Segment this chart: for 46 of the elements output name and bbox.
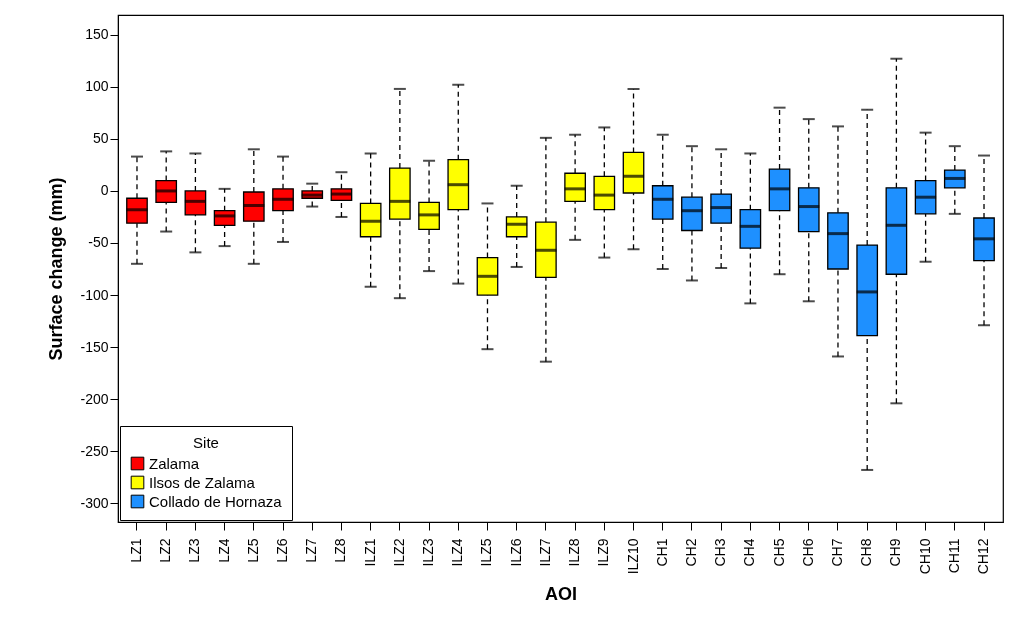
y-tick-label: -50 [88,234,109,251]
x-tick-label: ILZ10 [624,538,641,575]
x-tick-label: CH8 [858,538,875,567]
x-tick-label: LZ1 [127,538,144,563]
x-tick-label: CH3 [712,538,729,567]
x-axis-title: AOI [544,584,578,605]
x-tick-label: CH11 [945,538,962,574]
x-tick-label: LZ8 [332,538,349,563]
x-tick-label: CH9 [887,538,904,567]
x-tick-label: CH5 [770,538,787,567]
x-tick-label: ILZ6 [507,538,524,567]
y-axis-title: Surface change (mm) [46,177,67,361]
x-tick-label: CH1 [653,538,670,567]
x-tick-label: ILZ4 [449,538,466,567]
x-tick-label: ILZ3 [420,538,437,567]
x-tick-label: ILZ5 [478,538,495,567]
y-tick-label: -300 [80,494,109,511]
x-tick-label: LZ6 [274,538,291,563]
x-tick-label: LZ5 [244,538,261,563]
x-tick-label: CH7 [828,538,845,567]
legend-label: Zalama [149,454,200,472]
y-tick-label: -250 [80,442,109,459]
x-tick-label: CH6 [799,538,816,567]
legend-title: Site [193,434,219,451]
x-tick-label: LZ2 [157,538,174,563]
y-tick-label: 100 [85,78,109,95]
y-tick-label: 150 [85,26,109,43]
x-tick-label: LZ3 [186,538,203,563]
x-tick-label: ILZ9 [595,538,612,567]
y-tick-label: 50 [92,130,109,147]
y-tick-label: -200 [80,390,109,407]
x-tick-label: LZ4 [215,538,232,563]
y-tick-label: -100 [80,286,109,303]
x-tick-label: ILZ8 [566,538,583,567]
legend-label: Collado de Hornaza [149,492,283,510]
y-tick-label: 0 [100,182,109,199]
y-tick-label: -150 [80,338,109,355]
x-tick-label: CH4 [741,538,758,567]
x-tick-label: CH2 [682,538,699,567]
x-tick-label: ILZ7 [536,538,553,567]
x-tick-label: ILZ2 [390,538,407,567]
x-tick-label: LZ7 [303,538,320,563]
x-tick-label: ILZ1 [361,538,378,567]
legend-label: Ilsos de Zalama [149,473,256,491]
x-tick-label: CH10 [916,538,933,575]
x-tick-label: CH12 [975,538,992,575]
